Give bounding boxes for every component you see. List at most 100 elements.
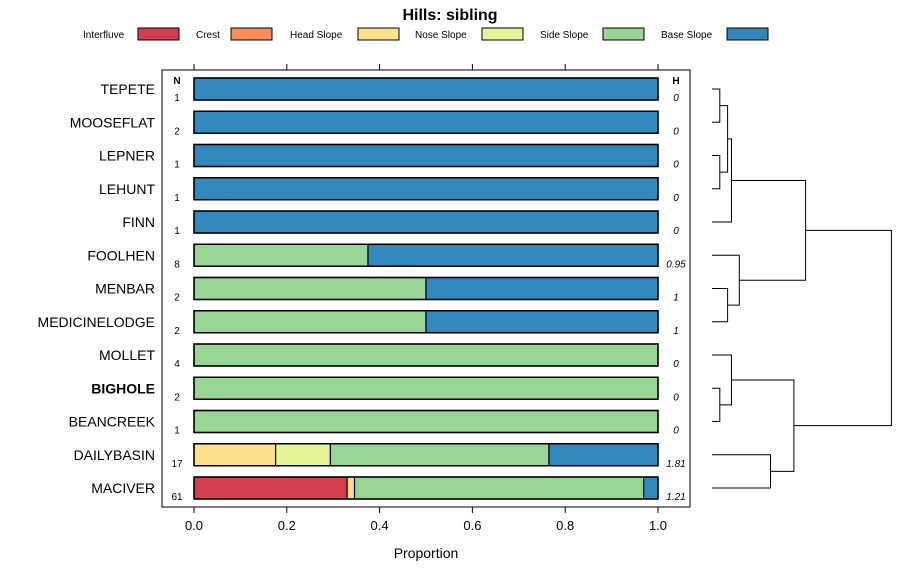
dendrogram bbox=[712, 88, 892, 489]
bar-segment-base-slope bbox=[548, 443, 659, 467]
h-value: 0 bbox=[673, 93, 679, 104]
legend-label: Nose Slope bbox=[415, 30, 467, 41]
row-labels: TEPETE MOOSEFLAT LEPNER LEHUNT FINN FOOLHEN ME… bbox=[38, 81, 156, 496]
bar-segment-side-slope bbox=[193, 409, 659, 434]
dendrogram-link bbox=[719, 105, 729, 173]
count-value: 61 bbox=[171, 492, 183, 503]
count-value: 8 bbox=[174, 259, 180, 270]
count-value: 2 bbox=[174, 126, 180, 137]
bar-segment-side-slope bbox=[193, 376, 659, 400]
h-value: 1 bbox=[673, 326, 679, 337]
bar-segment-base-slope bbox=[193, 143, 659, 168]
row-label-lepner: LEPNER bbox=[99, 148, 155, 164]
bar-outline bbox=[193, 276, 659, 301]
dendrogram-link bbox=[712, 387, 721, 422]
bar-segment-side-slope bbox=[353, 476, 645, 500]
bar-segment-nose-slope bbox=[275, 443, 332, 467]
dendrogram-link bbox=[731, 179, 807, 281]
bar-segment-base-slope bbox=[193, 210, 659, 234]
row-label-maciver: MACIVER bbox=[91, 480, 155, 496]
bar-row-menbar bbox=[193, 276, 659, 301]
legend-swatch bbox=[726, 27, 769, 41]
row-label-lehunt: LEHUNT bbox=[99, 181, 155, 197]
bar-row-dailybasin bbox=[193, 443, 659, 467]
bar-segment-base-slope bbox=[193, 77, 659, 101]
h-value: 0 bbox=[673, 426, 679, 437]
row-label-tepete: TEPETE bbox=[101, 81, 155, 97]
bar-outline bbox=[193, 443, 659, 467]
row-label-medicinelodge: MEDICINELODGE bbox=[38, 314, 155, 330]
x-axis: 0.0 0.2 0.4 0.6 0.8 1.0 bbox=[185, 64, 667, 533]
bar-outline bbox=[193, 243, 659, 267]
plot-border bbox=[161, 69, 691, 508]
row-label-foolhen: FOOLHEN bbox=[87, 247, 155, 263]
dendrogram-link bbox=[712, 454, 771, 489]
row-label-mooseflat: MOOSEFLAT bbox=[70, 114, 156, 130]
legend-label: Base Slope bbox=[661, 30, 713, 41]
x-tick-label: 0.4 bbox=[371, 518, 389, 533]
h-value: 0 bbox=[673, 193, 679, 204]
bar-row-finn bbox=[193, 210, 659, 234]
bar-row-lepner bbox=[193, 143, 659, 168]
dendrogram-link bbox=[731, 379, 795, 472]
h-value: 1.81 bbox=[666, 459, 685, 470]
x-axis-title: Proportion bbox=[394, 545, 459, 561]
bar-segment-side-slope bbox=[193, 310, 427, 334]
bar-segment-side-slope bbox=[193, 343, 659, 367]
legend-item-nose-slope: Nose Slope bbox=[415, 27, 524, 41]
legend-swatch bbox=[602, 27, 645, 41]
row-label-beancreek: BEANCREEK bbox=[69, 414, 156, 430]
dendrogram-link bbox=[712, 354, 732, 406]
bar-outline bbox=[193, 409, 659, 434]
row-label-mollet: MOLLET bbox=[99, 347, 155, 363]
x-tick-label: 0.6 bbox=[463, 518, 481, 533]
bar-segment-base-slope bbox=[367, 243, 659, 267]
dendrogram-link bbox=[712, 288, 729, 323]
bar-segment-base-slope bbox=[193, 110, 659, 134]
h-value: 1.21 bbox=[666, 492, 685, 503]
legend-swatch bbox=[230, 27, 273, 41]
x-tick-label: 1.0 bbox=[649, 518, 667, 533]
bar-outline bbox=[193, 210, 659, 234]
count-value: 1 bbox=[174, 93, 180, 104]
row-label-dailybasin: DAILYBASIN bbox=[74, 447, 155, 463]
h-value: 0 bbox=[673, 126, 679, 137]
h-column: H 0 0 0 0 0 0.95 1 1 0 0 0 1.81 1.21 bbox=[666, 76, 686, 503]
h-column-header: H bbox=[672, 76, 679, 87]
bar-segment-head-slope bbox=[346, 476, 356, 500]
count-value: 1 bbox=[174, 226, 180, 237]
dendrogram-link bbox=[712, 155, 721, 190]
bar-row-bighole bbox=[193, 376, 659, 400]
dendrogram-link bbox=[793, 229, 892, 427]
bar-segment-head-slope bbox=[193, 443, 277, 467]
bar-outline bbox=[193, 376, 659, 400]
bar-segment-base-slope bbox=[193, 177, 659, 201]
bar-segment-interfluve bbox=[193, 476, 348, 500]
legend: Interfluve Crest Head Slope Nose Slope Side … bbox=[83, 27, 769, 41]
x-tick-label: 0.0 bbox=[185, 518, 203, 533]
count-value: 1 bbox=[174, 193, 180, 204]
h-value: 1 bbox=[673, 293, 679, 304]
bar-row-lehunt bbox=[193, 177, 659, 201]
h-value: 0 bbox=[673, 392, 679, 403]
count-column: N 1 2 1 1 1 8 2 2 4 2 1 17 61 bbox=[171, 76, 183, 503]
count-value: 17 bbox=[171, 459, 183, 470]
h-value: 0 bbox=[673, 160, 679, 171]
bar-row-beancreek bbox=[193, 409, 659, 434]
bar-segment-base-slope bbox=[425, 310, 659, 334]
legend-item-crest: Crest bbox=[196, 27, 273, 41]
legend-item-base-slope: Base Slope bbox=[661, 27, 769, 41]
h-value: 0 bbox=[673, 226, 679, 237]
legend-item-head-slope: Head Slope bbox=[290, 27, 400, 41]
bar-outline bbox=[193, 343, 659, 367]
bar-segment-side-slope bbox=[193, 276, 427, 301]
h-value: 0.95 bbox=[666, 259, 686, 270]
legend-label: Crest bbox=[196, 30, 220, 41]
count-value: 1 bbox=[174, 426, 180, 437]
row-label-bighole: BIGHOLE bbox=[91, 380, 155, 396]
bar-outline bbox=[193, 110, 659, 134]
count-value: 2 bbox=[174, 326, 180, 337]
bar-segment-base-slope bbox=[425, 276, 659, 301]
bar-outline bbox=[193, 143, 659, 168]
row-label-finn: FINN bbox=[122, 214, 155, 230]
